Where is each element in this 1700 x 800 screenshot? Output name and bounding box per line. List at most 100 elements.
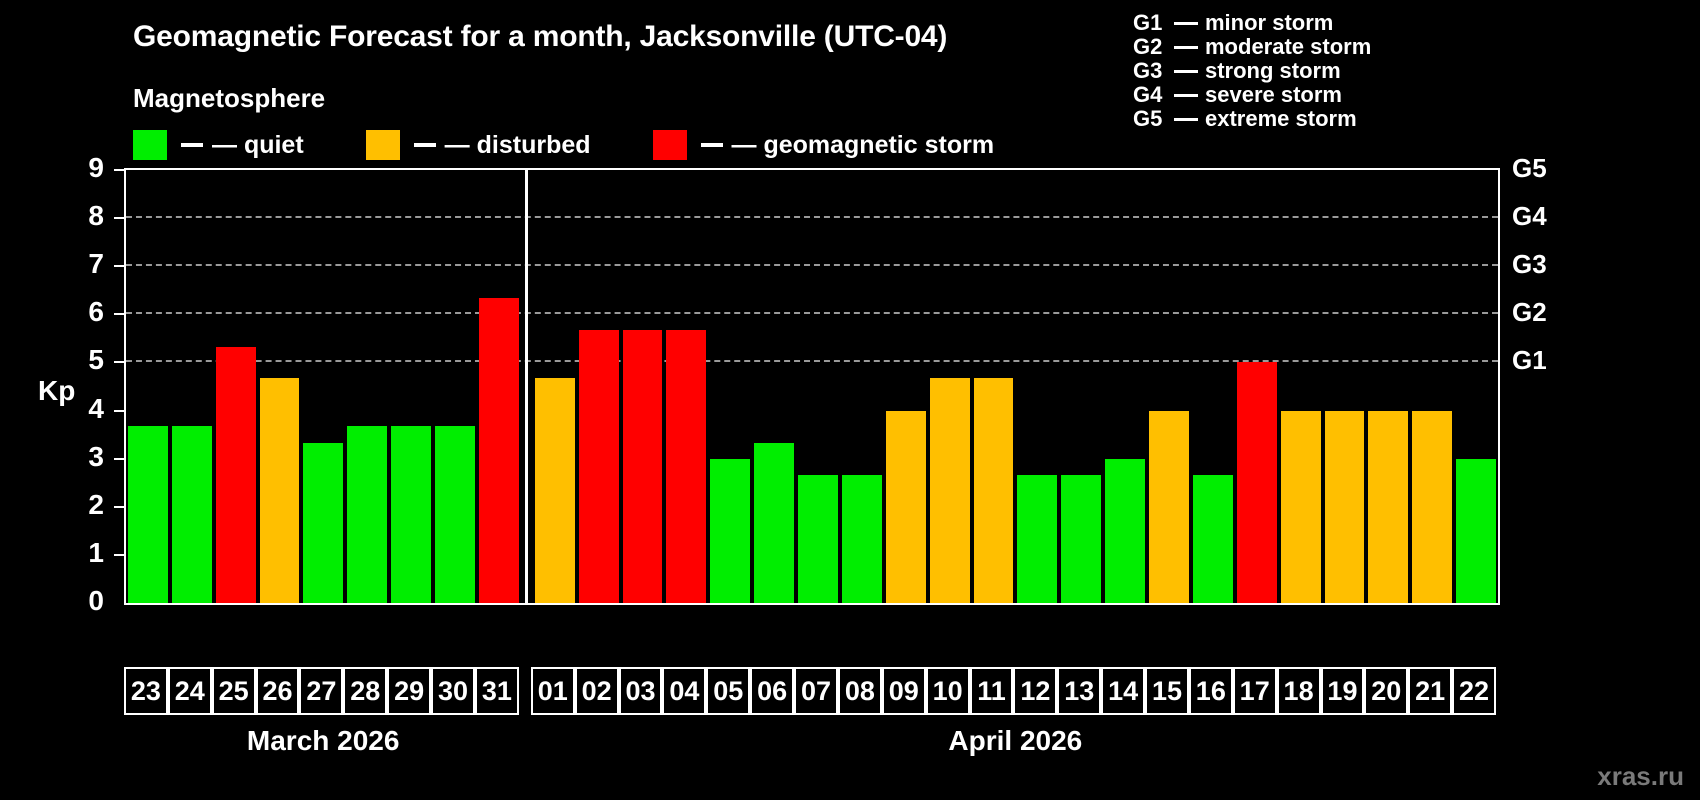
y-tick-9 (114, 169, 126, 171)
day-label-25[interactable]: 25 (211, 667, 256, 715)
bar-april-04[interactable] (666, 330, 707, 603)
g-scale-code: G2 (1133, 34, 1163, 59)
right-axis-label-g5: G5 (1512, 153, 1547, 183)
bar-march-24[interactable] (171, 426, 212, 603)
day-label-29[interactable]: 29 (387, 667, 432, 715)
bar-march-28[interactable] (347, 426, 388, 603)
bar-march-30[interactable] (435, 426, 475, 603)
bar-april-17[interactable] (1236, 362, 1277, 603)
bar-april-10[interactable] (929, 378, 970, 603)
bar-april-20[interactable] (1368, 410, 1409, 603)
day-label-08[interactable]: 08 (837, 667, 882, 715)
magnetosphere-heading: Magnetosphere (133, 83, 326, 113)
day-label-12[interactable]: 12 (1013, 667, 1058, 715)
bar-march-29[interactable] (391, 426, 432, 603)
bar-april-14[interactable] (1105, 458, 1146, 603)
g-scale-dash-icon (1174, 69, 1198, 73)
bar-april-15[interactable] (1149, 410, 1189, 603)
day-label-26[interactable]: 26 (255, 667, 300, 715)
g-scale-dash-icon (1174, 21, 1198, 25)
right-axis-label-g4: G4 (1512, 201, 1547, 232)
day-label-05[interactable]: 05 (706, 667, 751, 715)
legend-dash-icon (413, 143, 436, 147)
legend-item-disturbed: — disturbed (365, 130, 591, 160)
g-scale-code: G5 (1133, 106, 1163, 131)
day-label-15[interactable]: 15 (1145, 667, 1189, 715)
y-tick-8 (114, 217, 126, 220)
day-label-10[interactable]: 10 (925, 667, 970, 715)
bar-april-12[interactable] (1017, 474, 1058, 603)
g-scale-row-g1: G1 minor storm (1133, 10, 1371, 35)
y-tick-label-8: 8 (88, 200, 104, 232)
y-tick-4 (114, 409, 126, 412)
magnetosphere-legend: — quiet — disturbed — geomagnetic storm (133, 130, 1056, 160)
day-label-18[interactable]: 18 (1276, 667, 1321, 715)
legend-dash-icon (181, 143, 203, 147)
day-label-06[interactable]: 06 (750, 667, 795, 715)
day-label-24[interactable]: 24 (167, 667, 212, 715)
day-label-31[interactable]: 31 (474, 667, 519, 715)
day-label-02[interactable]: 02 (574, 667, 619, 715)
y-tick-label-1: 1 (88, 536, 104, 568)
legend-swatch-storm-icon (652, 130, 687, 160)
day-label-14[interactable]: 14 (1101, 667, 1146, 715)
day-label-16[interactable]: 16 (1188, 667, 1233, 715)
day-label-17[interactable]: 17 (1232, 667, 1277, 715)
bar-march-26[interactable] (259, 378, 300, 603)
gridline-kp-6 (126, 312, 1498, 315)
bar-march-23[interactable] (128, 426, 168, 603)
legend-label-quiet: — quiet (212, 130, 304, 159)
g-scale-code: G4 (1133, 82, 1163, 107)
right-axis-label-g2: G2 (1512, 297, 1547, 328)
legend-swatch-disturbed-icon (365, 130, 400, 160)
legend-label-disturbed: — disturbed (444, 130, 591, 159)
bar-april-03[interactable] (622, 330, 663, 603)
y-tick-label-4: 4 (88, 392, 104, 424)
y-tick-6 (114, 313, 126, 316)
g-scale-text: strong storm (1205, 58, 1341, 83)
g-scale-row-g4: G4 severe storm (1133, 82, 1371, 107)
bar-april-06[interactable] (754, 442, 795, 603)
day-label-30[interactable]: 30 (431, 667, 475, 715)
day-label-01[interactable]: 01 (530, 667, 575, 715)
bar-april-11[interactable] (973, 378, 1014, 603)
y-tick-label-2: 2 (88, 488, 104, 520)
bar-april-09[interactable] (885, 410, 926, 603)
bar-april-16[interactable] (1192, 474, 1233, 603)
bar-april-02[interactable] (578, 330, 619, 603)
day-label-09[interactable]: 09 (881, 667, 926, 715)
bar-april-05[interactable] (710, 458, 751, 603)
day-label-13[interactable]: 13 (1057, 667, 1102, 715)
month-label-march: March 2026 (246, 725, 400, 756)
day-label-20[interactable]: 20 (1364, 667, 1409, 715)
bar-april-01[interactable] (534, 378, 575, 603)
bar-march-25[interactable] (215, 346, 256, 603)
bar-march-27[interactable] (303, 442, 344, 603)
bar-april-13[interactable] (1061, 474, 1102, 603)
day-label-19[interactable]: 19 (1320, 667, 1365, 715)
g-scale-dash-icon (1174, 93, 1198, 97)
day-label-23[interactable]: 23 (124, 667, 168, 715)
bar-april-18[interactable] (1280, 410, 1321, 603)
day-label-07[interactable]: 07 (794, 667, 838, 715)
day-label-11[interactable]: 11 (969, 667, 1014, 715)
y-tick-5 (114, 361, 126, 364)
day-label-04[interactable]: 04 (662, 667, 707, 715)
day-label-03[interactable]: 03 (618, 667, 663, 715)
y-tick-label-5: 5 (88, 344, 104, 376)
day-label-27[interactable]: 27 (299, 667, 344, 715)
gridline-kp-7 (126, 264, 1498, 267)
g-scale-row-g3: G3 strong storm (1133, 58, 1371, 83)
y-tick-label-6: 6 (88, 296, 104, 328)
y-tick-2 (114, 505, 126, 508)
bar-april-07[interactable] (798, 474, 838, 603)
bar-april-22[interactable] (1456, 458, 1496, 603)
day-label-strip: 23 24 25 26 27 28 29 30 31 01 02 03 04 05 06 07 08 09 10 11… (124, 667, 1500, 715)
bar-april-21[interactable] (1412, 410, 1453, 603)
day-label-22[interactable]: 22 (1452, 667, 1496, 715)
bar-april-08[interactable] (841, 474, 882, 603)
bar-march-31[interactable] (478, 298, 519, 603)
bar-april-19[interactable] (1324, 410, 1365, 603)
day-label-28[interactable]: 28 (343, 667, 388, 715)
day-label-21[interactable]: 21 (1408, 667, 1453, 715)
